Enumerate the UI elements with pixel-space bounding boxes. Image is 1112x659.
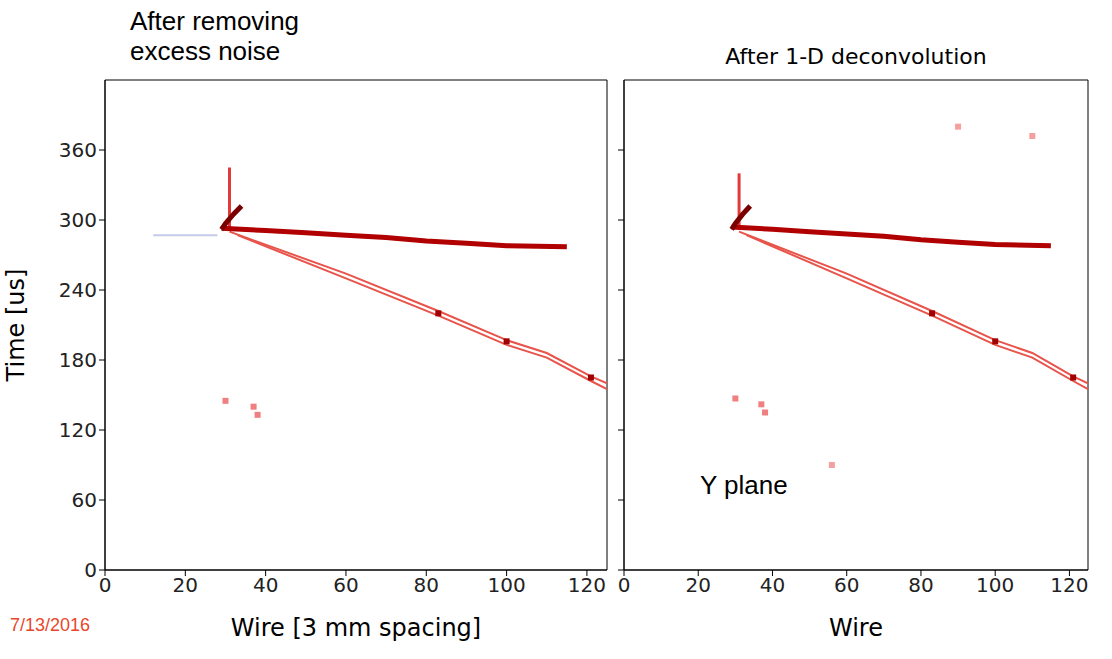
svg-text:40: 40 — [760, 573, 785, 597]
svg-text:360: 360 — [59, 138, 97, 162]
svg-text:120: 120 — [59, 418, 97, 442]
svg-text:40: 40 — [253, 573, 278, 597]
svg-text:Time [us]: Time [us] — [2, 269, 30, 383]
svg-text:120: 120 — [568, 573, 606, 597]
svg-text:0: 0 — [84, 558, 97, 582]
svg-text:60: 60 — [333, 573, 358, 597]
svg-text:100: 100 — [976, 573, 1014, 597]
html-text:After 1-D deconvolution: After 1-D deconvolution — [725, 44, 987, 69]
svg-text:240: 240 — [59, 278, 97, 302]
svg-text:80: 80 — [908, 573, 933, 597]
svg-text:300: 300 — [59, 208, 97, 232]
html-text:Y plane: Y plane — [700, 470, 788, 500]
svg-text:180: 180 — [59, 348, 97, 372]
html-text:After removing excess noise: After removing excess noise — [130, 6, 300, 66]
svg-text:0: 0 — [618, 573, 631, 597]
svg-text:0: 0 — [99, 573, 112, 597]
svg-text:100: 100 — [488, 573, 526, 597]
svg-text:Wire: Wire — [829, 614, 883, 642]
svg-text:20: 20 — [686, 573, 711, 597]
svg-text:60: 60 — [834, 573, 859, 597]
svg-text:80: 80 — [414, 573, 439, 597]
html-text:7/13/2016: 7/13/2016 — [10, 615, 91, 635]
svg-text:20: 20 — [173, 573, 198, 597]
svg-text:60: 60 — [72, 488, 97, 512]
svg-text:120: 120 — [1050, 573, 1088, 597]
svg-text:Wire [3 mm spacing]: Wire [3 mm spacing] — [231, 614, 481, 642]
